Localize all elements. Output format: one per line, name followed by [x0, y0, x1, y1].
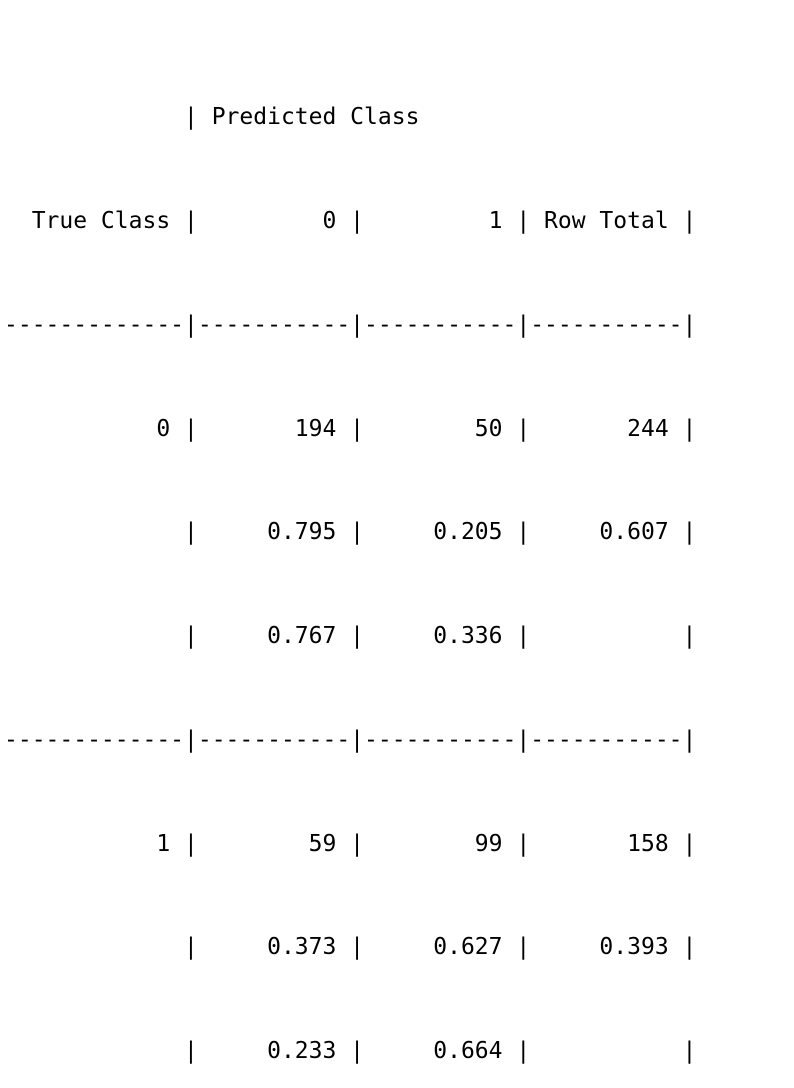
row-1-row-proportions: | 0.373 | 0.627 | 0.393 |	[4, 934, 697, 961]
row-0-counts: 0 | 194 | 50 | 244 |	[4, 415, 697, 442]
separator-line: -------------|-----------|-----------|--…	[4, 726, 697, 753]
separator-line: -------------|-----------|-----------|--…	[4, 311, 697, 338]
row-1-column-proportions: | 0.233 | 0.664 | |	[4, 1038, 697, 1065]
header-line: | Predicted Class	[4, 104, 420, 131]
column-header-line: True Class | 0 | 1 | Row Total |	[4, 207, 697, 234]
row-1-counts: 1 | 59 | 99 | 158 |	[4, 830, 697, 857]
crosstab-output: | Predicted Class True Class | 0 | 1 | R…	[4, 31, 696, 1088]
row-0-column-proportions: | 0.767 | 0.336 | |	[4, 623, 697, 650]
row-0-row-proportions: | 0.795 | 0.205 | 0.607 |	[4, 519, 697, 546]
